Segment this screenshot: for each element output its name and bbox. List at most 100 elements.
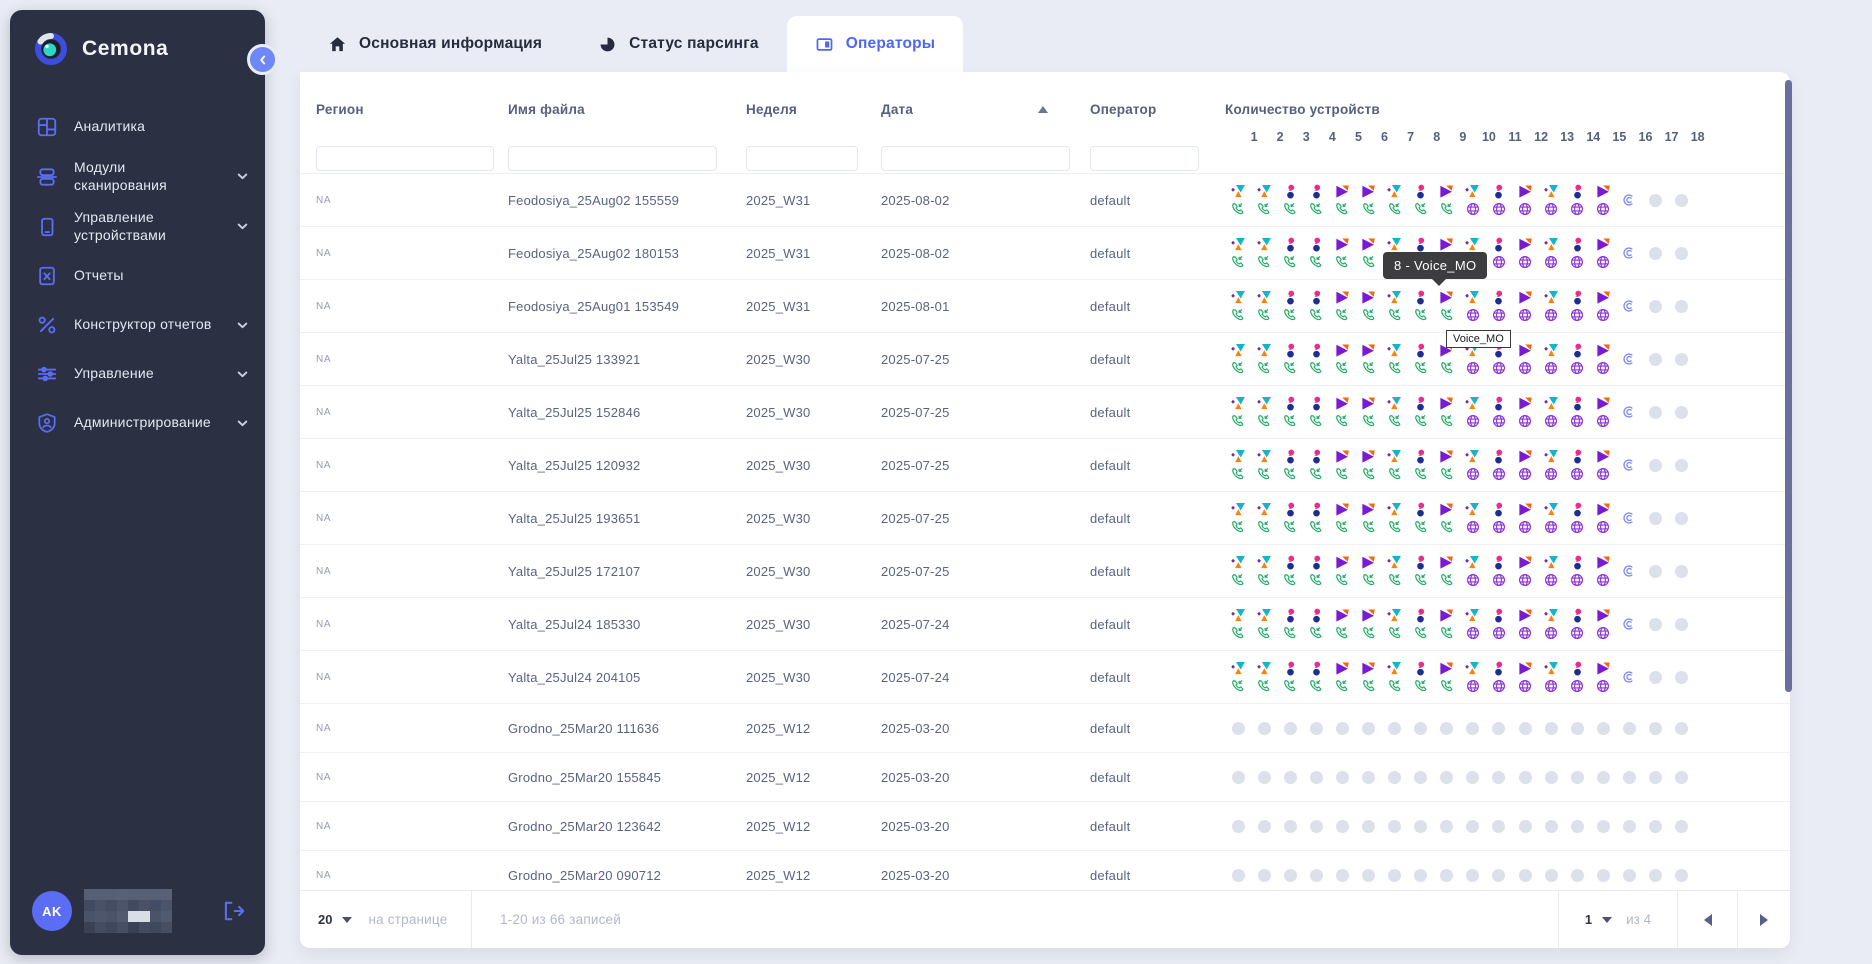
device-cell[interactable] xyxy=(1590,501,1616,535)
device-cell[interactable] xyxy=(1329,448,1355,482)
device-cell[interactable] xyxy=(1486,607,1512,641)
page-size-select[interactable]: 20 на странице xyxy=(300,891,472,948)
device-cell[interactable] xyxy=(1460,554,1486,588)
device-cell[interactable] xyxy=(1225,342,1251,376)
device-cell[interactable] xyxy=(1408,342,1434,376)
device-cell[interactable] xyxy=(1512,448,1538,482)
next-page-button[interactable] xyxy=(1737,891,1790,948)
logout-icon[interactable] xyxy=(221,899,245,923)
device-cell[interactable] xyxy=(1434,448,1460,482)
device-cell[interactable] xyxy=(1590,607,1616,641)
device-cell[interactable] xyxy=(1538,660,1564,694)
device-cell[interactable] xyxy=(1303,607,1329,641)
device-cell[interactable] xyxy=(1382,501,1408,535)
week-filter-input[interactable] xyxy=(746,146,858,171)
device-cell[interactable] xyxy=(1434,607,1460,641)
device-cell[interactable] xyxy=(1434,554,1460,588)
device-cell[interactable] xyxy=(1460,660,1486,694)
device-cell[interactable] xyxy=(1277,554,1303,588)
device-cell[interactable] xyxy=(1303,501,1329,535)
device-cell[interactable] xyxy=(1564,554,1590,588)
device-cell[interactable] xyxy=(1590,183,1616,217)
device-cell[interactable] xyxy=(1251,448,1277,482)
device-cell[interactable] xyxy=(1251,183,1277,217)
device-cell[interactable] xyxy=(1355,183,1381,217)
device-cell[interactable] xyxy=(1434,183,1460,217)
device-cell-sms[interactable] xyxy=(1616,351,1642,367)
device-cell[interactable] xyxy=(1486,448,1512,482)
device-cell[interactable] xyxy=(1355,342,1381,376)
device-cell[interactable] xyxy=(1564,660,1590,694)
device-cell-sms[interactable] xyxy=(1616,563,1642,579)
device-cell[interactable] xyxy=(1251,395,1277,429)
device-cell[interactable] xyxy=(1251,660,1277,694)
device-cell[interactable] xyxy=(1329,289,1355,323)
device-cell[interactable] xyxy=(1590,448,1616,482)
file-filter-input[interactable] xyxy=(508,146,717,171)
device-cell[interactable] xyxy=(1512,342,1538,376)
device-cell[interactable] xyxy=(1434,501,1460,535)
device-cell[interactable] xyxy=(1277,236,1303,270)
device-cell[interactable] xyxy=(1277,342,1303,376)
device-cell[interactable] xyxy=(1355,660,1381,694)
device-cell[interactable] xyxy=(1251,554,1277,588)
device-cell[interactable] xyxy=(1355,395,1381,429)
device-cell[interactable] xyxy=(1303,448,1329,482)
device-cell[interactable] xyxy=(1512,660,1538,694)
device-cell[interactable] xyxy=(1564,342,1590,376)
device-cell[interactable] xyxy=(1408,501,1434,535)
device-cell-sms[interactable] xyxy=(1616,245,1642,261)
device-cell[interactable] xyxy=(1277,289,1303,323)
device-cell[interactable] xyxy=(1355,289,1381,323)
tab-2[interactable]: Статус парсинга xyxy=(570,16,787,72)
device-cell[interactable] xyxy=(1277,395,1303,429)
device-cell[interactable] xyxy=(1486,183,1512,217)
device-cell[interactable] xyxy=(1382,342,1408,376)
device-cell[interactable] xyxy=(1512,554,1538,588)
device-cell[interactable] xyxy=(1355,236,1381,270)
sidebar-item-3[interactable]: Управление устройствами xyxy=(10,209,265,244)
avatar[interactable]: AK xyxy=(32,891,72,931)
device-cell[interactable] xyxy=(1512,607,1538,641)
sidebar-item-2[interactable]: Модули сканирования xyxy=(10,159,265,194)
device-cell[interactable] xyxy=(1329,660,1355,694)
device-cell[interactable] xyxy=(1434,395,1460,429)
device-cell-sms[interactable] xyxy=(1616,616,1642,632)
device-cell[interactable] xyxy=(1512,236,1538,270)
device-cell[interactable] xyxy=(1564,236,1590,270)
device-cell[interactable] xyxy=(1538,554,1564,588)
device-cell[interactable] xyxy=(1225,501,1251,535)
device-cell[interactable] xyxy=(1486,236,1512,270)
device-cell[interactable] xyxy=(1460,448,1486,482)
device-cell[interactable] xyxy=(1382,183,1408,217)
device-cell[interactable] xyxy=(1486,554,1512,588)
device-cell[interactable] xyxy=(1382,289,1408,323)
device-cell[interactable] xyxy=(1277,660,1303,694)
device-cell-sms[interactable] xyxy=(1616,510,1642,526)
device-cell[interactable] xyxy=(1434,289,1460,323)
device-cell[interactable] xyxy=(1303,289,1329,323)
sidebar-item-4[interactable]: Отчеты xyxy=(10,259,265,293)
device-cell[interactable] xyxy=(1225,236,1251,270)
device-cell[interactable] xyxy=(1329,183,1355,217)
device-cell[interactable] xyxy=(1251,289,1277,323)
device-cell-sms[interactable] xyxy=(1616,192,1642,208)
device-cell[interactable] xyxy=(1564,501,1590,535)
sidebar-item-7[interactable]: Администрирование xyxy=(10,406,265,440)
device-cell[interactable] xyxy=(1225,183,1251,217)
device-cell[interactable] xyxy=(1225,395,1251,429)
device-cell-sms[interactable] xyxy=(1616,298,1642,314)
device-cell[interactable] xyxy=(1512,289,1538,323)
device-cell[interactable] xyxy=(1486,395,1512,429)
device-cell[interactable] xyxy=(1564,289,1590,323)
device-cell[interactable] xyxy=(1512,183,1538,217)
device-cell[interactable] xyxy=(1538,448,1564,482)
date-filter-input[interactable] xyxy=(881,146,1070,171)
tab-1[interactable]: Основная информация xyxy=(300,16,570,72)
device-cell[interactable] xyxy=(1486,501,1512,535)
device-cell[interactable] xyxy=(1538,236,1564,270)
device-cell[interactable] xyxy=(1303,554,1329,588)
device-cell[interactable] xyxy=(1564,607,1590,641)
device-cell[interactable] xyxy=(1538,395,1564,429)
device-cell[interactable] xyxy=(1408,607,1434,641)
